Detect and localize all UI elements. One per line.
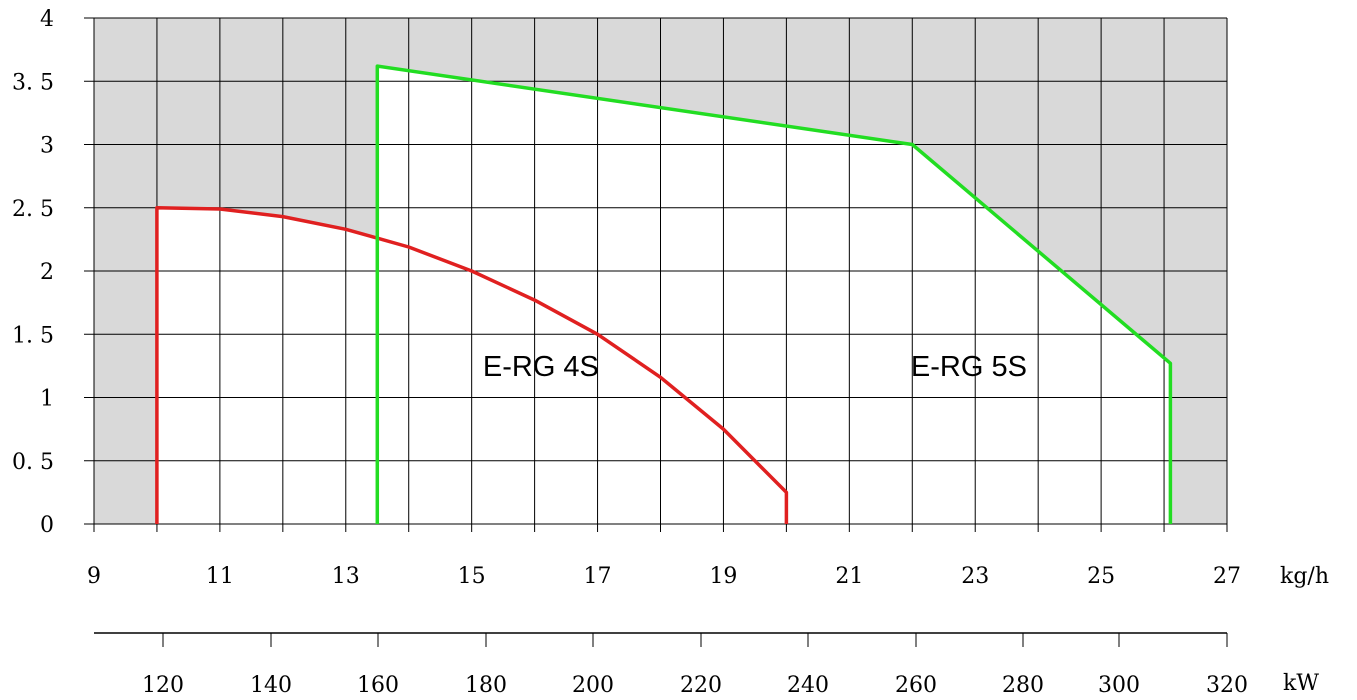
- envelope-area-2: [377, 66, 1171, 524]
- y-tick-label: 3: [40, 134, 54, 159]
- y-tick-label: 2: [40, 260, 54, 285]
- y-tick-label: 0: [40, 513, 54, 538]
- kw-tick-label: 160: [357, 673, 399, 698]
- series-label-1: E-RG 4S: [483, 351, 599, 383]
- y-tick-label: 4: [40, 7, 54, 32]
- y-tick-label: 1. 5: [12, 323, 54, 348]
- series-labels: E-RG 4S E-RG 5S: [483, 351, 1027, 383]
- kw-tick-label: 220: [680, 673, 722, 698]
- x-tick-label: 11: [206, 564, 234, 589]
- x-axis-kw: 120 140 160 180 200 220 240 260 280 300 320 kW: [94, 632, 1319, 698]
- x-axis-unit-kgh: kg/h: [1280, 564, 1329, 589]
- x-tick-label: 21: [835, 564, 863, 589]
- x-tick-label: 17: [584, 564, 612, 589]
- kw-tick-label: 140: [250, 673, 292, 698]
- series-group: [155, 64, 1173, 524]
- x-axis-kgh: 9 11 13 15 17 19 21 23 25 27 kg/h: [87, 564, 1329, 589]
- kw-tick-label: 280: [1002, 673, 1044, 698]
- y-tick-label: 1: [40, 387, 54, 412]
- kw-tick-label: 240: [787, 673, 829, 698]
- kw-tick-label: 180: [465, 673, 507, 698]
- x-tick-label: 19: [709, 564, 737, 589]
- x-tick-label: 15: [458, 564, 486, 589]
- kw-tick-label: 120: [142, 673, 184, 698]
- y-axis: 0 0. 5 1 1. 5 2 2. 5 3 3. 5 4: [12, 7, 54, 538]
- x-tick-label: 13: [332, 564, 360, 589]
- kw-tick-label: 200: [572, 673, 614, 698]
- x-tick-label: 23: [961, 564, 989, 589]
- grid: [84, 17, 1228, 532]
- kw-tick-label: 320: [1206, 673, 1248, 698]
- kw-tick-label: 300: [1098, 673, 1140, 698]
- x-axis-unit-kw: kW: [1283, 671, 1319, 696]
- x-tick-label: 9: [87, 564, 101, 589]
- x-tick-label: 27: [1213, 564, 1241, 589]
- series-line-1: [155, 206, 789, 524]
- y-tick-label: 0. 5: [12, 450, 54, 475]
- y-tick-label: 2. 5: [12, 197, 54, 222]
- series-line-2: [375, 64, 1173, 524]
- kw-tick-label: 260: [895, 673, 937, 698]
- series-label-2: E-RG 5S: [911, 351, 1027, 383]
- y-tick-label: 3. 5: [12, 70, 54, 95]
- x-tick-label: 25: [1087, 564, 1115, 589]
